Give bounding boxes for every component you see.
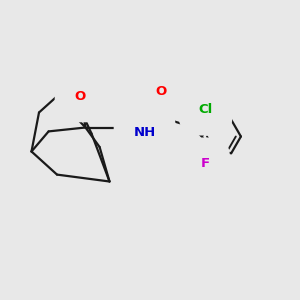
Text: NH: NH: [134, 125, 156, 139]
Text: F: F: [201, 157, 210, 170]
Text: Cl: Cl: [199, 103, 213, 116]
Text: O: O: [74, 89, 86, 103]
Text: O: O: [155, 85, 167, 98]
